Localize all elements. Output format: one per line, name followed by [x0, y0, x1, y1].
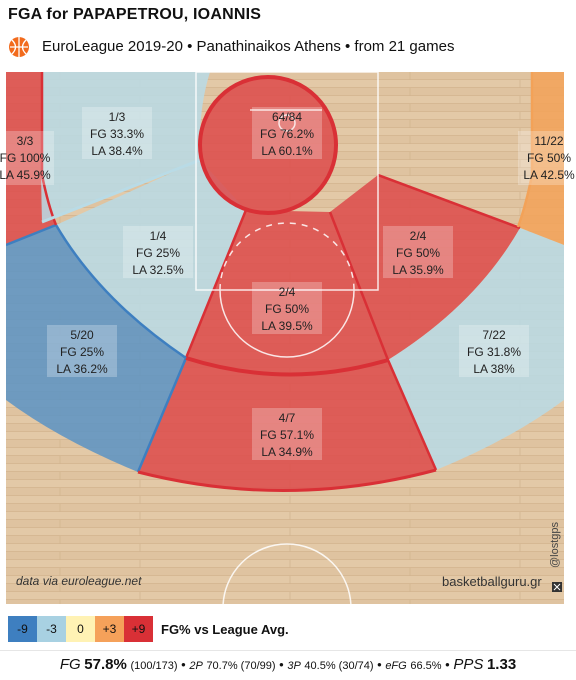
- p3-value: 40.5% (30/74): [304, 660, 374, 672]
- svg-text:7/22: 7/22: [482, 328, 506, 342]
- svg-text:2/4: 2/4: [279, 285, 296, 299]
- zone-shape-restricted-area: [200, 77, 336, 213]
- svg-text:LA 42.5%: LA 42.5%: [523, 168, 575, 182]
- site-credit: basketballguru.gr: [442, 574, 542, 589]
- svg-text:FG 50%: FG 50%: [265, 302, 309, 316]
- zone-shape-right-corner-3: [518, 72, 564, 245]
- zone-label-paint-mid: 2/4 FG 50% LA 39.5%: [252, 282, 322, 334]
- zone-label-right-corner-3: 11/22 FG 50% LA 42.5%: [518, 131, 576, 185]
- summary-bar: FG 57.8% (100/173) • 2P 70.7% (70/99) • …: [59, 656, 517, 673]
- svg-text:FG 31.8%: FG 31.8%: [467, 345, 521, 359]
- zone-label-top-3: 4/7 FG 57.1% LA 34.9%: [252, 408, 322, 460]
- svg-text:11/22: 11/22: [534, 134, 563, 148]
- p2-value: 70.7% (70/99): [206, 660, 276, 672]
- zone-label-left-corner-3: 3/3 FG 100% LA 45.9%: [0, 131, 54, 185]
- legend-swatch: -9: [8, 616, 37, 642]
- svg-text:1/3: 1/3: [109, 110, 126, 124]
- zone-shape-left-wing-3: [6, 225, 186, 472]
- zone-shape-top-3: [138, 358, 436, 491]
- euroleague-logo-icon: [9, 37, 29, 57]
- svg-text:LA 38%: LA 38%: [473, 362, 515, 376]
- svg-text:FG 50%: FG 50%: [527, 151, 571, 165]
- zone-shape-left-baseline-mid: [56, 160, 246, 358]
- zone-shape-right-wing-3: [388, 228, 564, 470]
- fg-label: FG: [59, 656, 81, 673]
- svg-text:LA 38.4%: LA 38.4%: [91, 144, 143, 158]
- zone-label-left-wing-mid: 1/3 FG 33.3% LA 38.4%: [82, 107, 152, 159]
- legend-swatch: +9: [124, 616, 153, 642]
- shot-chart: 3/3 FG 100% LA 45.9% 1/3 FG 33.3% LA 38.…: [0, 72, 576, 604]
- svg-text:FG 25%: FG 25%: [136, 246, 180, 260]
- zone-label-right-baseline-mid: 2/4 FG 50% LA 35.9%: [383, 226, 453, 278]
- page-title: FGA for PAPAPETROU, IOANNIS: [8, 6, 262, 23]
- svg-text:LA 32.5%: LA 32.5%: [132, 263, 184, 277]
- svg-text:2/4: 2/4: [410, 229, 427, 243]
- legend-swatch: 0: [66, 616, 95, 642]
- legend-swatch: -3: [37, 616, 66, 642]
- zone-shape-left-wing-mid: [41, 72, 210, 222]
- data-credit: data via euroleague.net: [16, 574, 142, 588]
- svg-text:5/20: 5/20: [70, 328, 94, 342]
- fg-value: 57.8%: [84, 656, 127, 673]
- efg-value: 66.5%: [410, 660, 442, 672]
- svg-text:FG 50%: FG 50%: [396, 246, 440, 260]
- legend: -9 -3 0 +3 +9 FG% vs League Avg.: [8, 616, 289, 642]
- page-subtitle: EuroLeague 2019-20 • Panathinaikos Athen…: [42, 38, 455, 55]
- watermark-text: @lostgps: [549, 521, 561, 568]
- svg-text:FG 25%: FG 25%: [60, 345, 104, 359]
- zone-label-left-baseline-mid: 1/4 FG 25% LA 32.5%: [123, 226, 193, 278]
- p2-label: 2P: [189, 660, 203, 672]
- pps-value: 1.33: [486, 656, 517, 673]
- svg-text:LA 35.9%: LA 35.9%: [392, 263, 444, 277]
- svg-text:4/7: 4/7: [279, 411, 296, 425]
- p3-label: 3P: [287, 660, 301, 672]
- svg-text:LA 60.1%: LA 60.1%: [261, 144, 313, 158]
- pps-label: PPS: [453, 656, 484, 673]
- svg-text:3/3: 3/3: [17, 134, 34, 148]
- zone-label-left-wing-3: 5/20 FG 25% LA 36.2%: [47, 325, 117, 377]
- efg-label: eFG: [385, 660, 407, 672]
- fg-detail: (100/173): [130, 660, 178, 672]
- svg-text:LA 45.9%: LA 45.9%: [0, 168, 51, 182]
- svg-text:LA 34.9%: LA 34.9%: [261, 445, 313, 459]
- svg-text:FG 100%: FG 100%: [0, 151, 51, 165]
- svg-text:LA 39.5%: LA 39.5%: [261, 319, 313, 333]
- zone-label-restricted-area: 64/84 FG 76.2% LA 60.1%: [252, 107, 322, 159]
- svg-text:LA 36.2%: LA 36.2%: [56, 362, 108, 376]
- svg-text:64/84: 64/84: [272, 110, 302, 124]
- svg-text:FG 76.2%: FG 76.2%: [260, 127, 314, 141]
- svg-text:FG 57.1%: FG 57.1%: [260, 428, 314, 442]
- watermark-icon: [552, 582, 562, 592]
- zone-label-right-wing-3: 7/22 FG 31.8% LA 38%: [459, 325, 529, 377]
- legend-swatch: +3: [95, 616, 124, 642]
- divider: [0, 650, 576, 651]
- legend-caption: FG% vs League Avg.: [161, 621, 289, 637]
- svg-text:FG 33.3%: FG 33.3%: [90, 127, 144, 141]
- svg-text:1/4: 1/4: [150, 229, 167, 243]
